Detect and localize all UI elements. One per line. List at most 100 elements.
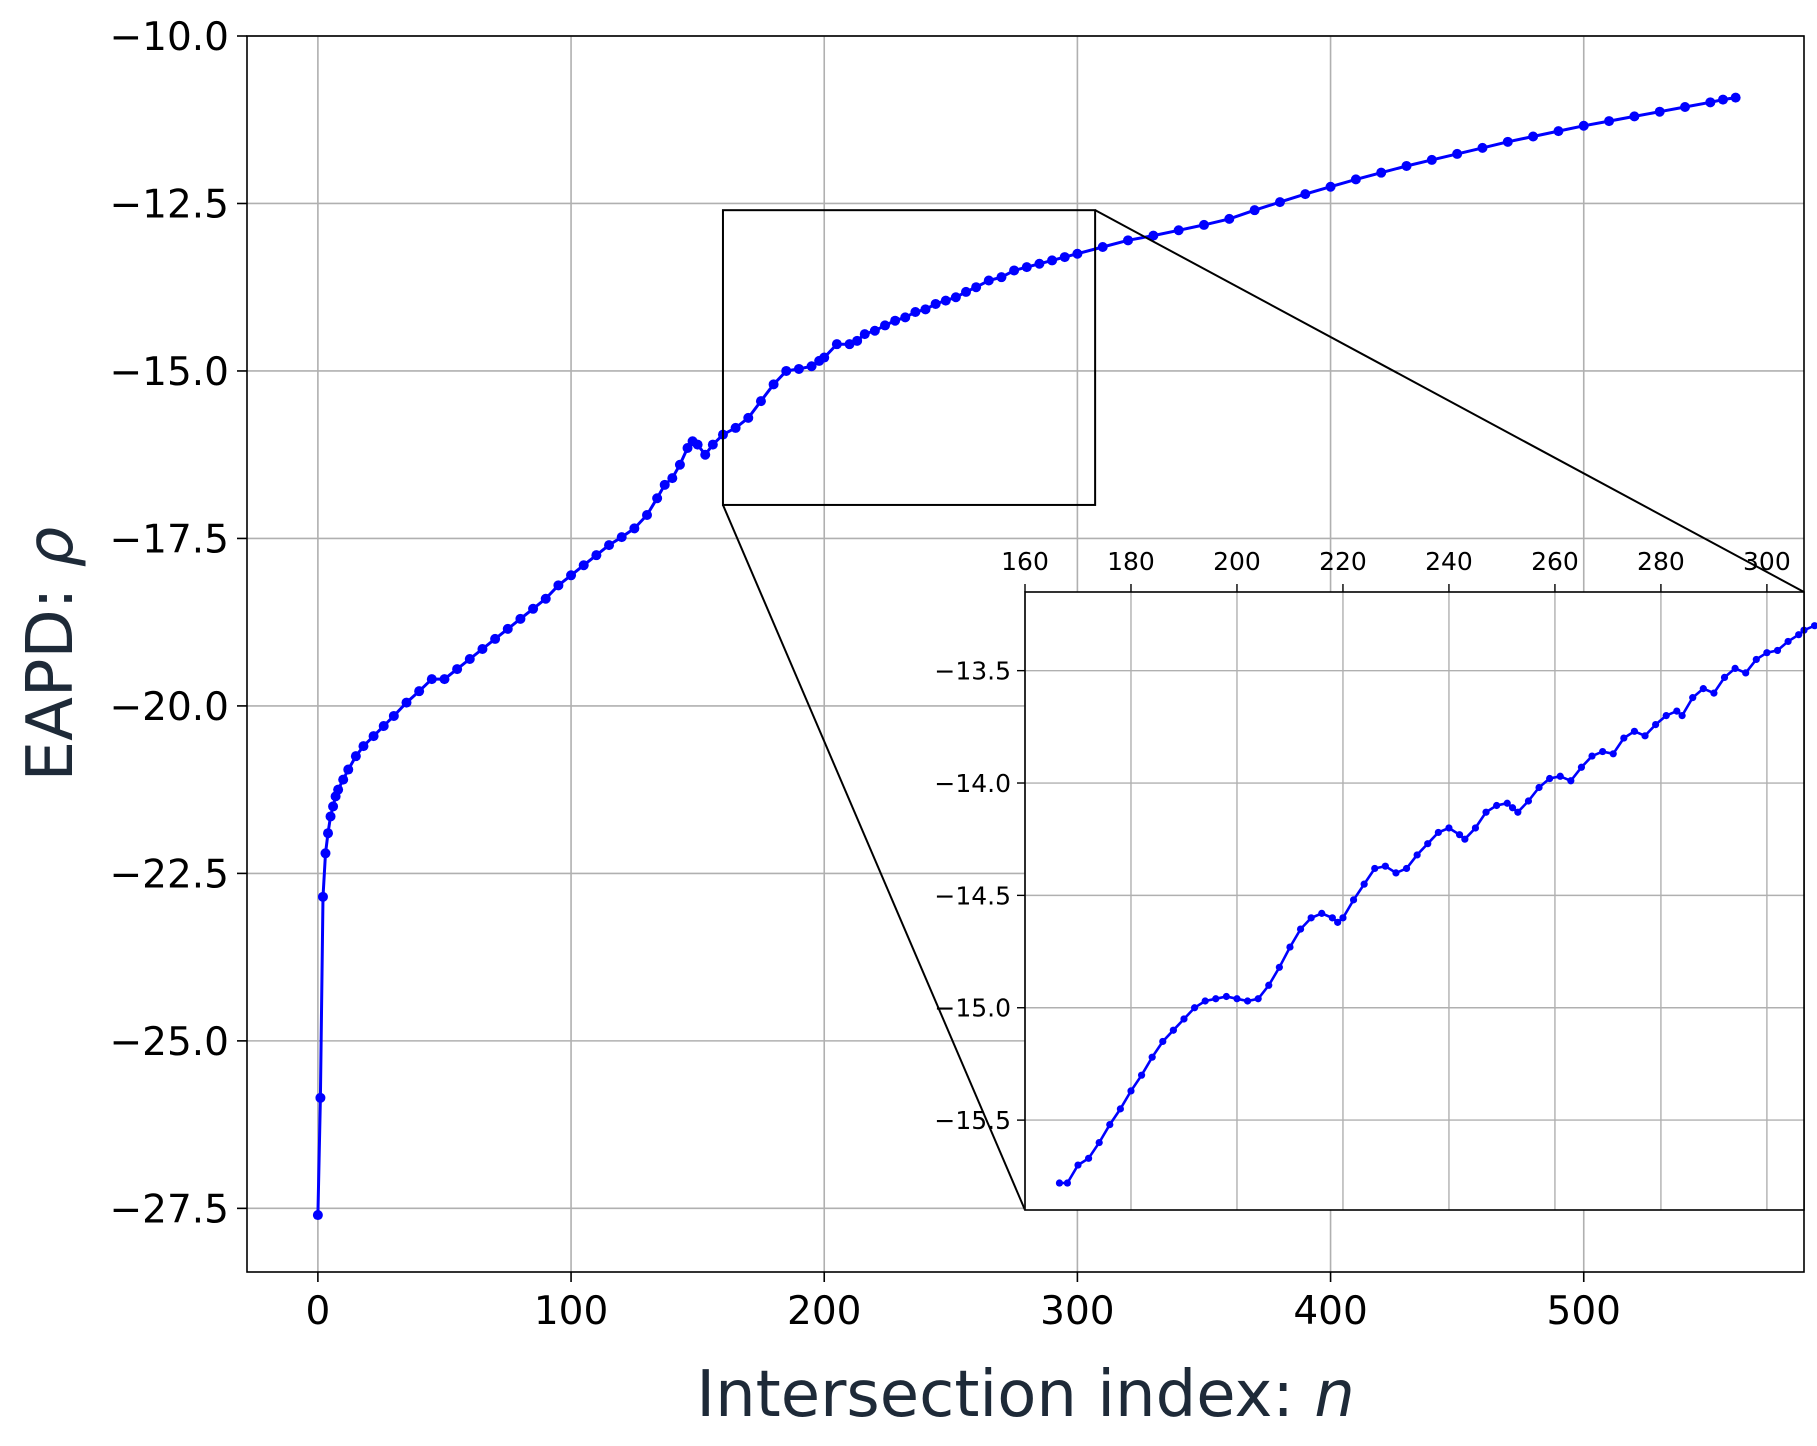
main-data-point [996, 272, 1007, 283]
inset-data-point [1620, 734, 1628, 742]
y-tick-label: −22.5 [109, 852, 229, 897]
main-data-point [616, 532, 627, 543]
main-data-point [768, 379, 779, 390]
main-data-point [1680, 102, 1691, 113]
main-data-point [890, 315, 901, 326]
inset-data-point [1455, 831, 1464, 839]
inset-data-point [1371, 864, 1379, 873]
inset-data-point [1148, 1053, 1156, 1061]
x-tick-label: 200 [787, 1289, 861, 1334]
inset-data-point [1159, 1037, 1167, 1046]
main-data-point [553, 580, 564, 591]
main-data-point [338, 774, 349, 785]
inset-data-point [1524, 797, 1533, 805]
main-data-point [1502, 136, 1513, 147]
y-axis-label-var: ρ [14, 527, 88, 568]
inset-data-point [1752, 655, 1760, 664]
inset-data-point [1137, 1071, 1146, 1079]
inset-data-point [1339, 914, 1347, 922]
inset-data-point [1169, 1026, 1177, 1034]
zoom-box [721, 209, 1097, 506]
main-data-point [368, 731, 379, 742]
inset-data-point [1318, 909, 1326, 917]
main-data-point [983, 275, 994, 286]
main-data-point [1072, 248, 1083, 259]
inset-data-point [1334, 918, 1342, 926]
y-axis-label-text: EAPD: [14, 567, 88, 781]
inset-data-point [1381, 862, 1389, 870]
y-tick-label: −17.5 [109, 517, 229, 562]
main-data-point [333, 784, 344, 795]
x-tick-label: 400 [1293, 1289, 1367, 1334]
inset-x-tick-label: 220 [1319, 547, 1367, 576]
inset-data-point [1482, 808, 1490, 816]
inset-y-tick-label: −15.5 [934, 1106, 1011, 1135]
main-data-point [659, 479, 670, 490]
inset-data-point [1106, 1121, 1114, 1129]
zoom-connector-line [722, 504, 1026, 1211]
main-data-point [350, 751, 361, 762]
inset-data-point [1493, 801, 1501, 810]
inset-data-point [1773, 646, 1782, 655]
inset-data-point [1678, 712, 1686, 720]
main-data-point [1300, 189, 1311, 200]
main-data-point [464, 654, 475, 665]
inset-data-point [1503, 799, 1511, 807]
main-data-point [323, 828, 334, 839]
main-data-point [859, 329, 870, 340]
main-data-point [629, 523, 640, 534]
main-data-point [667, 473, 678, 484]
inset-data-point [1784, 637, 1792, 646]
inset-data-point [1535, 783, 1543, 792]
inset-data-point [1233, 995, 1241, 1003]
main-data-point [831, 339, 842, 350]
inset-data-point [1127, 1087, 1135, 1095]
inset-x-tick-label: 280 [1637, 547, 1685, 576]
inset-data-point [1514, 808, 1522, 816]
main-data-point [1249, 205, 1260, 216]
y-axis-label: EAPD: ρ [14, 527, 88, 782]
main-data-point [920, 304, 931, 315]
inset-data-point [1055, 1179, 1064, 1187]
main-data-point [1604, 116, 1615, 127]
main-data-point [755, 396, 766, 407]
inset-y-tick-label: −14.5 [934, 881, 1011, 910]
main-data-point [1705, 97, 1716, 108]
inset-ticks: 160 180 200 220 240 260 280 300 −13.5 −14.0 −14.5 −… [934, 547, 1790, 1135]
inset-data-point [1063, 1179, 1071, 1187]
inset-data-point [1296, 925, 1305, 933]
main-data-point [1730, 92, 1741, 103]
main-data-point [781, 365, 792, 376]
main-data-point [1629, 111, 1640, 122]
inset-data-point [1641, 732, 1649, 740]
main-data-point [528, 603, 539, 614]
main-data-point [730, 422, 741, 433]
inset-x-tick-label: 240 [1425, 547, 1473, 576]
inset-data-point [1212, 995, 1220, 1003]
main-data-point [1350, 174, 1361, 185]
main-data-point [604, 540, 615, 551]
main-data-point [707, 439, 718, 450]
main-data-point [950, 292, 961, 303]
main-data-point [642, 509, 653, 520]
main-data-point [1123, 235, 1134, 246]
main-data-point [317, 891, 328, 902]
main-data-point [910, 307, 921, 318]
main-data-point [793, 363, 804, 374]
main-data-point [743, 412, 754, 423]
main-data-point [320, 848, 331, 859]
x-tick-label: 300 [1040, 1289, 1114, 1334]
x-tick-label: 500 [1547, 1289, 1621, 1334]
inset-data-point [1471, 824, 1480, 832]
inset-data-point [1116, 1105, 1124, 1113]
main-data-point [1173, 225, 1184, 236]
main-data-point [1198, 219, 1209, 230]
inset-data-point [1556, 772, 1564, 780]
inset-data-point [1461, 835, 1469, 843]
inset-data-point [1662, 712, 1670, 720]
inset-data-point [1328, 914, 1336, 922]
main-data-point [930, 298, 941, 309]
main-data-point [1452, 148, 1463, 159]
inset-data-point [1222, 992, 1230, 1001]
main-data-point [1274, 197, 1285, 208]
